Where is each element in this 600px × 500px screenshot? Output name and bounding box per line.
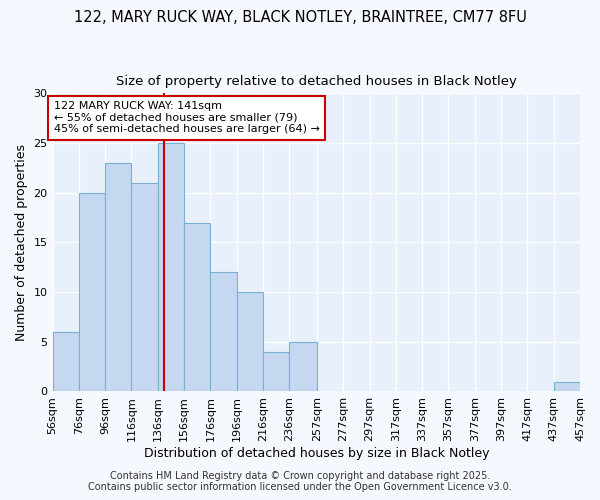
Bar [263,352,289,392]
Title: Size of property relative to detached houses in Black Notley: Size of property relative to detached ho… [116,75,517,88]
Bar [184,222,211,392]
Bar [53,332,79,392]
Bar [105,163,131,392]
Y-axis label: Number of detached properties: Number of detached properties [15,144,28,341]
Bar [236,292,263,392]
Bar [131,183,158,392]
Text: Contains HM Land Registry data © Crown copyright and database right 2025.
Contai: Contains HM Land Registry data © Crown c… [88,471,512,492]
Text: 122, MARY RUCK WAY, BLACK NOTLEY, BRAINTREE, CM77 8FU: 122, MARY RUCK WAY, BLACK NOTLEY, BRAINT… [74,10,526,25]
X-axis label: Distribution of detached houses by size in Black Notley: Distribution of detached houses by size … [143,447,489,460]
Bar [289,342,317,392]
Bar [158,143,184,392]
Bar [79,192,105,392]
Text: 122 MARY RUCK WAY: 141sqm
← 55% of detached houses are smaller (79)
45% of semi-: 122 MARY RUCK WAY: 141sqm ← 55% of detac… [54,102,320,134]
Bar [554,382,580,392]
Bar [211,272,236,392]
